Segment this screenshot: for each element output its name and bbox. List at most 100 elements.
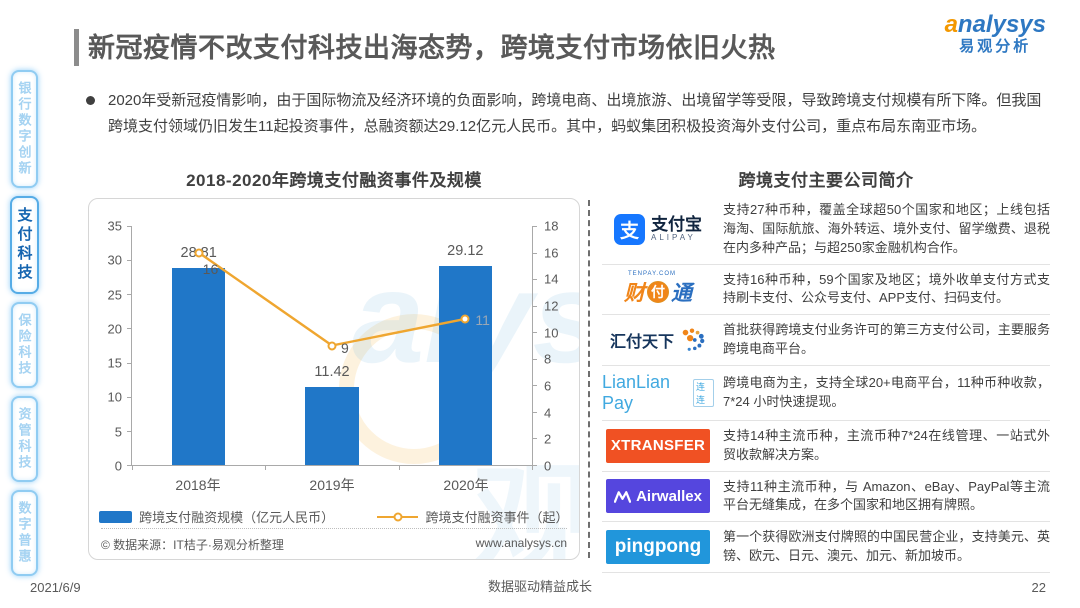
tenpay-wordmark: 财付通 (624, 277, 692, 307)
bar-value-label: 11.42 (314, 364, 350, 381)
huifu-dots-icon (682, 328, 705, 351)
company-row-airwallex: Airwallex 支持11种主流币种，与 Amazon、eBay、PayPal等… (602, 472, 1050, 523)
page-title: 新冠疫情不改支付科技出海态势，跨境支付市场依旧火热 (88, 33, 776, 63)
bullet-icon (86, 96, 95, 105)
summary-bullet: 2020年受新冠疫情影响，由于国际物流及经济环境的负面影响，跨境电商、出境旅游、… (86, 88, 1046, 140)
brand-logo: analysys 易观分析 (945, 11, 1046, 56)
legend-line-swatch (377, 512, 419, 521)
xtransfer-logo: XTRANSFER (606, 428, 710, 463)
lianlian-wordmark: LianLian Pay (602, 371, 671, 413)
lianlian-logo-cell: LianLian Pay 连连 (602, 372, 714, 414)
tick-mark (532, 226, 537, 227)
chart-source-row: © 数据来源：IT桔子·易观分析整理 www.analysys.cn (101, 528, 567, 553)
right-axis-tick: 6 (544, 378, 552, 394)
line-point-marker (460, 314, 470, 324)
x-axis-label: 2020年 (443, 477, 489, 493)
tick-mark (532, 385, 537, 387)
sidebar-tab-4[interactable]: 数字普惠 (10, 490, 38, 576)
line-value-label: 16 (202, 260, 219, 277)
tick-mark (532, 411, 537, 413)
tick-mark (127, 396, 132, 398)
chart-legend: 跨境支付融资规模（亿元人民币） 跨境支付融资事件（起） (99, 507, 569, 526)
airwallex-text: Airwallex (636, 487, 702, 505)
left-axis-tick: 25 (107, 287, 122, 303)
lianlian-logo: LianLian Pay 连连 (602, 372, 714, 414)
tick-mark (532, 305, 537, 307)
line-value-label: 11 (475, 311, 490, 328)
airwallex-wordmark: Airwallex (606, 479, 710, 514)
company-row-alipay: 支支付宝 ALIPAY 支持27种币种，覆盖全球超50个国家和地区；上线包括海淘、国… (602, 195, 1050, 265)
section-divider (588, 200, 590, 558)
tick-mark (532, 358, 537, 360)
footer-date: 2021/6/9 (30, 580, 81, 595)
airwallex-logo-cell: Airwallex (602, 479, 714, 514)
sidebar-tab-0[interactable]: 银行数字创新 (10, 70, 38, 188)
legend-line-marker-icon (393, 512, 403, 521)
right-axis-tick: 2 (544, 431, 552, 447)
left-axis-tick: 10 (107, 389, 122, 405)
pingpong-logo-cell: pingpong (602, 530, 714, 565)
airwallex-logo: Airwallex (606, 479, 710, 514)
tick-mark (532, 332, 537, 334)
company-desc: 支持16种币种，59个国家及地区；境外收单支付方式支持刷卡支付、公众号支付、AP… (723, 271, 1050, 306)
x-axis: 2018年 2019年 2020年 (99, 466, 565, 495)
left-axis-tick: 0 (114, 458, 122, 474)
x-axis-label: 2018年 (175, 477, 221, 493)
pingpong-logo: pingpong (606, 530, 710, 565)
legend-bar-label: 跨境支付融资规模（亿元人民币） (139, 510, 335, 525)
company-desc: 支持27种币种，覆盖全球超50个国家和地区；上线包括海淘、国际航旅、海外转运、境… (723, 202, 1050, 255)
tick-mark (532, 279, 537, 281)
source-url: www.analysys.cn (475, 536, 567, 550)
sidebar-tab-3[interactable]: 资管科技 (10, 396, 38, 482)
page-number: 22 (1031, 580, 1046, 595)
tick-mark (265, 465, 267, 470)
watermark-glyph: 观 (473, 423, 579, 559)
company-row-huifu: 汇付天下 首批获得跨境支付业务许可的第三方支付公司，主要服务跨境电商平台。 (602, 315, 1050, 366)
tenpay-cai: 财 (624, 282, 645, 306)
alipay-logo: 支支付宝 ALIPAY (614, 213, 702, 245)
bar-2018年 (171, 268, 226, 465)
right-axis-tick: 14 (544, 271, 559, 287)
legend-item-line: 跨境支付融资事件（起） (377, 507, 569, 526)
legend-line-label: 跨境支付融资事件（起） (425, 510, 569, 525)
huifu-logo-cell: 汇付天下 (602, 327, 714, 353)
companies-title: 跨境支付主要公司简介 (738, 171, 914, 190)
line-point-marker (327, 341, 337, 350)
alipay-wordmark: 支付宝 ALIPAY (651, 216, 702, 242)
brand-cn-label: 易观分析 (959, 37, 1032, 55)
sidebar: 银行数字创新支付科技保险科技资管科技数字普惠 (6, 70, 42, 576)
alipay-logo-cell: 支支付宝 ALIPAY (602, 213, 714, 245)
right-axis-tick: 4 (544, 405, 552, 421)
chart-section: 2018-2020年跨境支付融资事件及规模 alys 观 35302520151… (88, 166, 580, 560)
companies-section: 跨境支付主要公司简介 支支付宝 ALIPAY 支持27种币种，覆盖全球超50个国家和… (602, 166, 1050, 573)
tick-mark (532, 438, 537, 440)
company-row-tenpay: TENPAY.COM 财付通支持16种币种，59个国家及地区；境外收单支付方式支持… (602, 265, 1050, 316)
tick-mark (127, 294, 132, 296)
chart-title: 2018-2020年跨境支付融资事件及规模 (186, 171, 482, 190)
right-axis: 18 16 14 12 10 8 6 4 2 0 (533, 219, 565, 474)
company-row-lianlian: LianLian Pay 连连 跨境电商为主，支持全球20+电商平台，11种币种收款… (602, 366, 1050, 421)
analysys-logo-icon: analysys (945, 11, 1046, 39)
bar-value-label: 29.12 (447, 243, 484, 260)
right-axis-tick: 10 (544, 325, 559, 341)
airwallex-wave-icon (614, 491, 632, 503)
line-point-marker (194, 248, 204, 258)
company-desc: 第一个获得欧洲支付牌照的中国民营企业，支持美元、英镑、欧元、日元、澳元、加元、新… (723, 529, 1050, 564)
bar-2019年 (305, 387, 359, 465)
sidebar-tab-1[interactable]: 支付科技 (9, 196, 39, 294)
right-axis-tick: 8 (544, 351, 552, 367)
tenpay-logo-cell: TENPAY.COM 财付通 (602, 271, 714, 307)
sidebar-tab-2[interactable]: 保险科技 (10, 302, 38, 388)
tenpay-tong: 通 (671, 282, 692, 306)
company-rows: 支支付宝 ALIPAY 支持27种币种，覆盖全球超50个国家和地区；上线包括海淘、国… (602, 195, 1050, 573)
left-axis-tick: 20 (107, 321, 122, 337)
pingpong-wordmark: pingpong (606, 530, 710, 565)
huifu-wordmark: 汇付天下 (609, 334, 674, 352)
footer-slogan: 数据驱动精益成长 (487, 579, 592, 594)
alipay-icon: 支 (614, 213, 645, 245)
tenpay-domain-label: TENPAY.COM (628, 271, 677, 278)
tenpay-fu-icon: 付 (647, 281, 669, 304)
